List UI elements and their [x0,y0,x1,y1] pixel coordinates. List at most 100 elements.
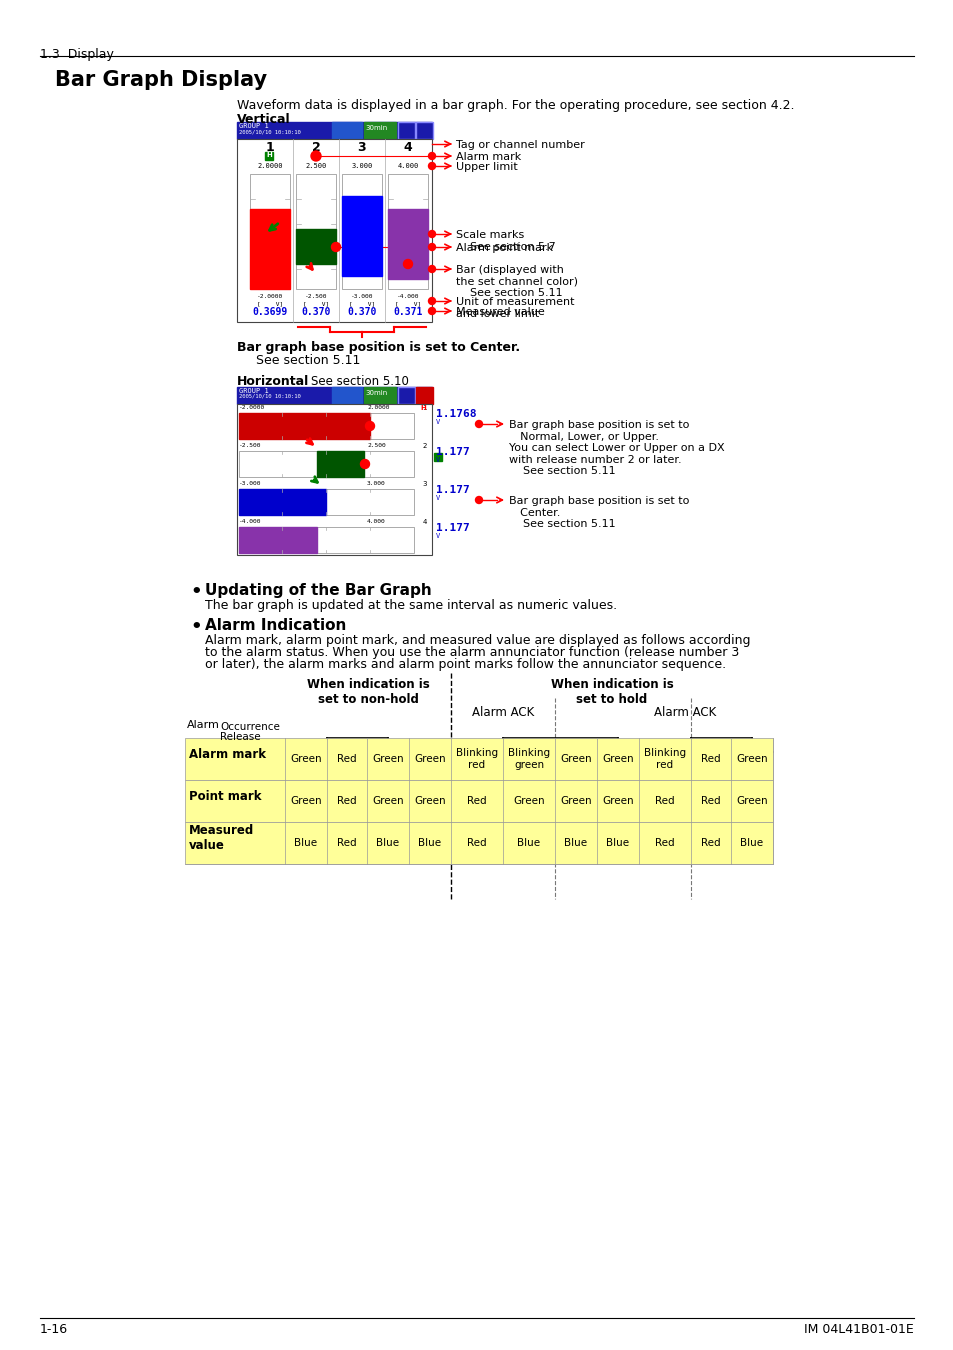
Text: Green: Green [290,796,321,806]
Bar [388,174,428,289]
Circle shape [428,243,435,251]
Text: Alarm mark: Alarm mark [456,153,520,162]
Text: Red: Red [700,838,720,848]
Text: Blue: Blue [517,838,540,848]
Text: Occurrence: Occurrence [220,722,279,732]
Text: Green: Green [290,755,321,764]
Text: Measured value: Measured value [456,306,544,317]
Text: Red: Red [655,796,674,806]
Text: Green: Green [372,755,403,764]
Text: -2.0000: -2.0000 [239,405,265,410]
Text: V: V [436,533,439,539]
Text: 2.0000: 2.0000 [367,405,389,410]
Text: [    V]: [ V] [256,301,283,306]
Text: Green: Green [414,796,445,806]
Text: -3.000: -3.000 [239,481,261,486]
Text: -3.000: -3.000 [351,294,373,298]
Text: L: L [314,153,318,159]
Bar [341,174,381,289]
Circle shape [475,420,482,428]
Text: Alarm point mark: Alarm point mark [456,243,553,252]
Text: Alarm ACK: Alarm ACK [653,706,716,720]
Text: 3.000: 3.000 [351,163,373,169]
Text: 1: 1 [422,405,427,410]
Bar [416,122,433,139]
Circle shape [365,421,375,431]
Text: Alarm Indication: Alarm Indication [205,618,346,633]
Text: Blue: Blue [294,838,317,848]
Bar [236,404,432,555]
Text: Green: Green [601,796,633,806]
Bar [185,738,772,780]
Circle shape [475,497,482,504]
Text: Measured
value: Measured value [189,824,254,852]
Text: to the alarm status. When you use the alarm annunciator function (release number: to the alarm status. When you use the al… [205,647,739,659]
Circle shape [311,151,320,161]
Text: Blue: Blue [740,838,762,848]
Bar [185,780,772,822]
Text: Blinking
green: Blinking green [507,748,550,770]
Circle shape [428,266,435,273]
Text: Red: Red [655,838,674,848]
Text: 1.1768: 1.1768 [436,409,476,418]
Text: Scale marks
    See section 5.7: Scale marks See section 5.7 [456,230,556,251]
Text: Bar (displayed with
the set channel color)
    See section 5.11: Bar (displayed with the set channel colo… [456,265,578,298]
Text: Green: Green [601,755,633,764]
Text: H: H [266,153,272,158]
Bar [250,209,290,289]
Bar [239,413,370,439]
Text: H: H [419,405,425,410]
Bar [295,230,335,265]
Text: Blinking
red: Blinking red [456,748,497,770]
Text: 3: 3 [422,481,427,487]
Text: GROUP 1: GROUP 1 [239,123,269,130]
Bar [239,451,414,477]
Bar [341,196,381,275]
Text: Bar Graph Display: Bar Graph Display [55,70,267,90]
Bar [416,387,433,404]
Text: [    V]: [ V] [395,301,420,306]
Bar [250,174,290,289]
Text: When indication is
set to hold: When indication is set to hold [550,678,673,706]
Text: 1.177: 1.177 [436,485,469,495]
Text: Red: Red [467,838,486,848]
Text: 1.3  Display: 1.3 Display [40,49,113,61]
Text: Red: Red [336,838,356,848]
Circle shape [428,231,435,238]
Text: Blue: Blue [418,838,441,848]
Bar [434,406,478,443]
Text: -4.000: -4.000 [396,294,418,298]
Text: 2005/10/10 10:10:10: 2005/10/10 10:10:10 [239,394,300,400]
Bar [397,122,415,139]
Text: Green: Green [414,755,445,764]
Text: GROUP 1: GROUP 1 [239,387,269,394]
Text: 0.370: 0.370 [347,306,376,317]
Text: Horizontal: Horizontal [236,375,309,387]
Bar [397,387,415,404]
Text: 4: 4 [403,140,412,154]
Bar [316,451,364,477]
Text: 1.177: 1.177 [436,522,469,533]
Text: 3: 3 [357,140,366,154]
Text: •: • [190,583,201,601]
Text: 0.371: 0.371 [393,306,422,317]
Bar [236,139,432,323]
Text: Release: Release [220,732,260,742]
Bar [332,122,361,139]
Text: Bar graph base position is set to Center.: Bar graph base position is set to Center… [236,342,519,354]
Text: 4.000: 4.000 [367,518,385,524]
Text: Alarm mark: Alarm mark [189,748,266,760]
Bar [239,413,414,439]
Circle shape [428,297,435,305]
Text: 2: 2 [422,443,427,450]
Text: The bar graph is updated at the same interval as numeric values.: The bar graph is updated at the same int… [205,599,617,612]
Text: Alarm mark, alarm point mark, and measured value are displayed as follows accord: Alarm mark, alarm point mark, and measur… [205,634,750,647]
Text: or later), the alarm marks and alarm point marks follow the annunciator sequence: or later), the alarm marks and alarm poi… [205,657,725,671]
Text: V: V [436,495,439,501]
Text: 2.500: 2.500 [367,443,385,448]
Text: Unit of measurement
and lower limit: Unit of measurement and lower limit [456,297,574,319]
Text: 2.500: 2.500 [305,163,326,169]
Text: Waveform data is displayed in a bar graph. For the operating procedure, see sect: Waveform data is displayed in a bar grap… [236,99,794,112]
Text: When indication is
set to non-hold: When indication is set to non-hold [306,678,429,706]
Text: V: V [436,418,439,425]
